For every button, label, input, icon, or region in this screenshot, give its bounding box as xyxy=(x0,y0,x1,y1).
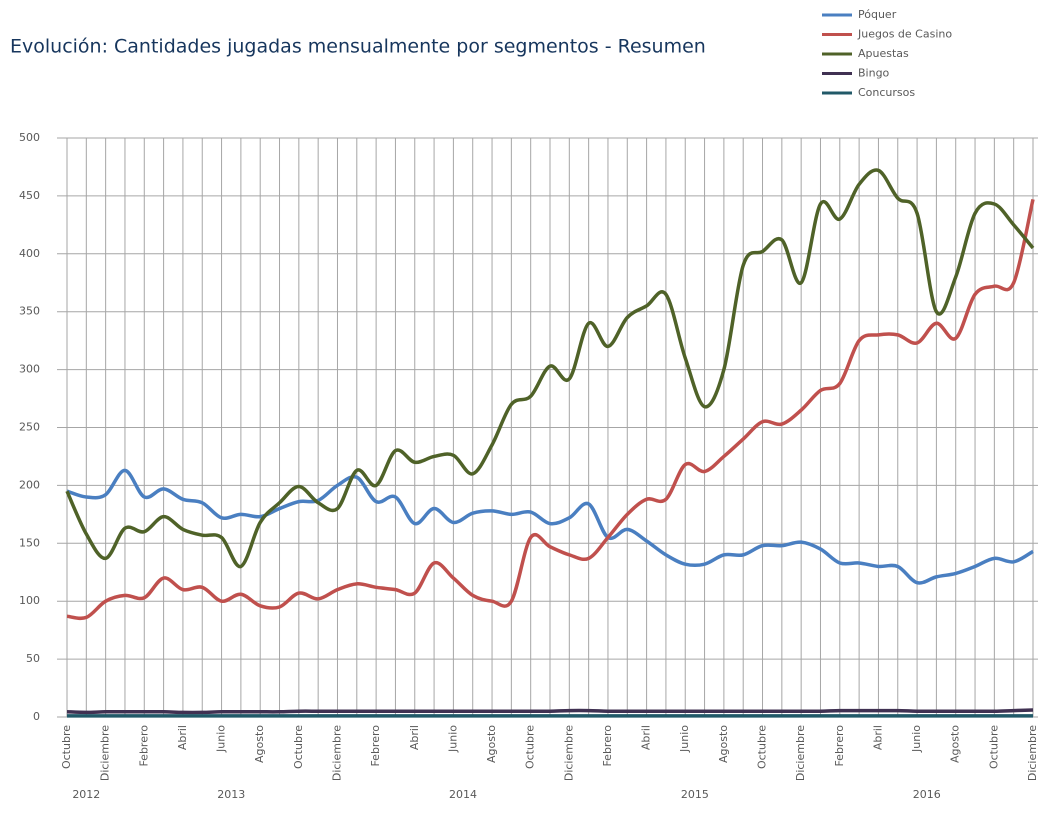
legend-label: Concursos xyxy=(858,86,915,99)
x-tick-label: Abril xyxy=(640,725,653,750)
y-tick-label: 300 xyxy=(19,363,40,376)
y-tick-label: 0 xyxy=(33,710,40,723)
x-group-label: 2014 xyxy=(449,788,477,801)
x-group-label: 2012 xyxy=(72,788,100,801)
series-line xyxy=(65,168,1035,569)
series-line xyxy=(66,198,1035,621)
series-line xyxy=(66,468,1034,585)
x-tick-label: Octubre xyxy=(524,725,537,769)
chart-title: Evolución: Cantidades jugadas mensualmen… xyxy=(10,36,706,58)
x-tick-label: Junio xyxy=(446,725,459,753)
y-tick-label: 150 xyxy=(19,536,40,549)
legend-label: Juegos de Casino xyxy=(857,28,952,41)
y-tick-label: 250 xyxy=(19,421,40,434)
x-tick-label: Febrero xyxy=(369,725,382,767)
x-tick-label: Octubre xyxy=(292,725,305,769)
x-tick-label: Diciembre xyxy=(794,725,807,781)
x-group-label: 2015 xyxy=(681,788,709,801)
x-tick-label: Agosto xyxy=(485,725,498,763)
x-group-label: 2013 xyxy=(217,788,245,801)
x-tick-label: Febrero xyxy=(137,725,150,767)
x-tick-label: Febrero xyxy=(833,725,846,767)
y-tick-label: 450 xyxy=(19,189,40,202)
x-tick-label: Diciembre xyxy=(1026,725,1039,781)
series-line xyxy=(66,708,1034,715)
x-tick-label: Abril xyxy=(408,725,421,750)
x-tick-label: Agosto xyxy=(717,725,730,763)
x-group-label: 2016 xyxy=(913,788,941,801)
legend-label: Apuestas xyxy=(858,47,909,60)
x-tick-label: Diciembre xyxy=(99,725,112,781)
x-tick-label: Agosto xyxy=(253,725,266,763)
x-tick-label: Diciembre xyxy=(330,725,343,781)
y-tick-label: 350 xyxy=(19,305,40,318)
y-tick-label: 50 xyxy=(26,652,40,665)
x-tick-label: Abril xyxy=(176,725,189,750)
x-tick-label: Octubre xyxy=(60,725,73,769)
x-tick-label: Octubre xyxy=(987,725,1000,769)
x-tick-label: Febrero xyxy=(601,725,614,767)
x-tick-label: Junio xyxy=(215,725,228,753)
x-tick-label: Junio xyxy=(678,725,691,753)
x-tick-label: Octubre xyxy=(756,725,769,769)
x-tick-label: Abril xyxy=(871,725,884,750)
y-tick-label: 200 xyxy=(19,478,40,491)
x-tick-label: Junio xyxy=(910,725,923,753)
y-tick-label: 100 xyxy=(19,594,40,607)
x-tick-label: Agosto xyxy=(949,725,962,763)
legend-label: Bingo xyxy=(858,67,890,80)
y-tick-label: 500 xyxy=(19,131,40,144)
y-tick-label: 400 xyxy=(19,247,40,260)
legend-label: Póquer xyxy=(858,8,897,21)
x-tick-label: Diciembre xyxy=(562,725,575,781)
